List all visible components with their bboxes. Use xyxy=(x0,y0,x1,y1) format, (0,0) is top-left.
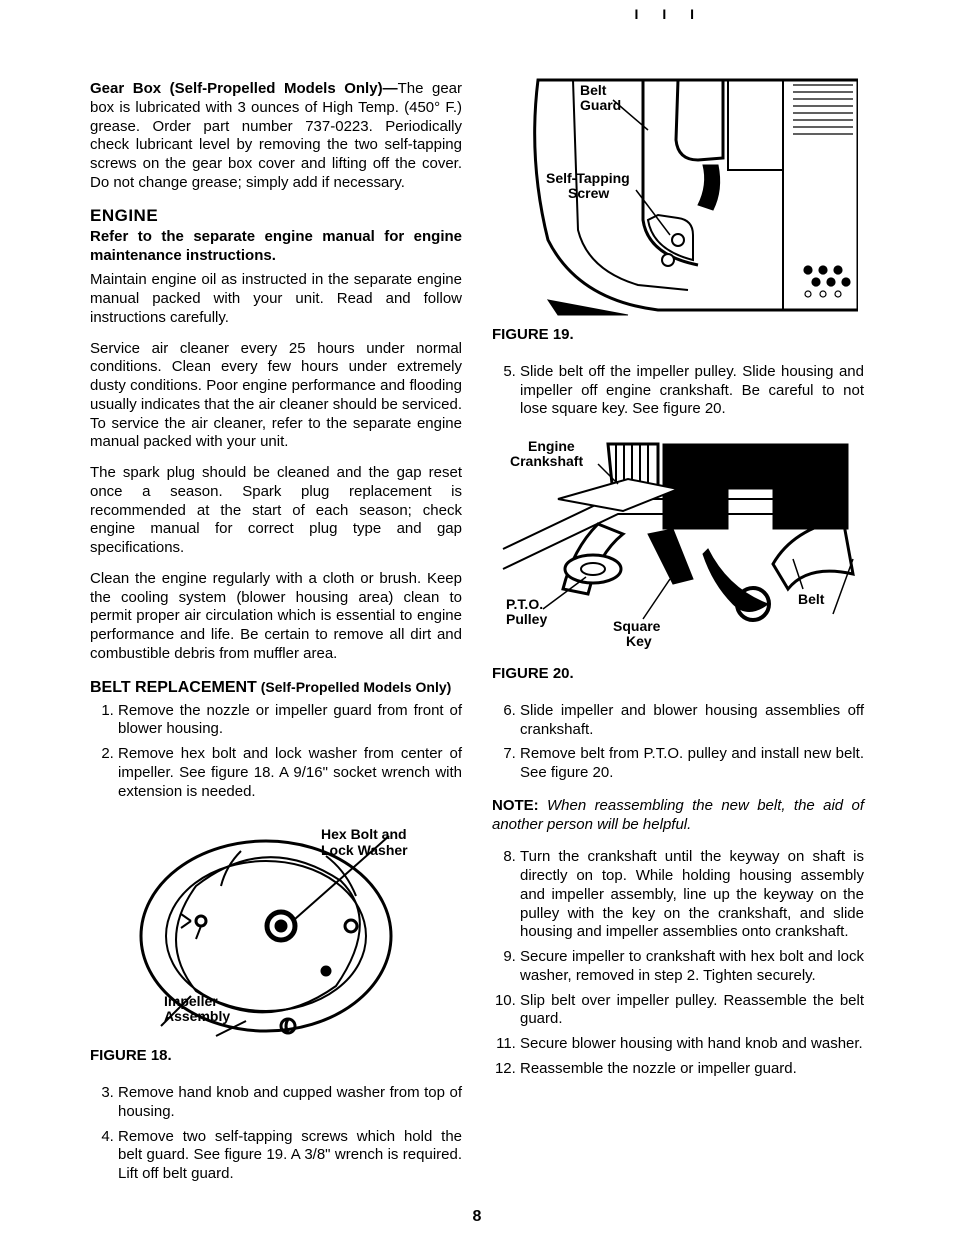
svg-text:Square: Square xyxy=(613,618,661,634)
step-3: Remove hand knob and cupped washer from … xyxy=(118,1084,462,1122)
step-7: Remove belt from P.T.O. pulley and insta… xyxy=(520,745,864,783)
belt-steps-3-4: Remove hand knob and cupped washer from … xyxy=(90,1084,462,1184)
two-column-layout: Gear Box (Self-Propelled Models Only)— Th… xyxy=(90,80,864,1194)
step-6: Slide impeller and blower housing assemb… xyxy=(520,702,864,740)
svg-text:Engine: Engine xyxy=(528,438,575,454)
engine-heading: ENGINE xyxy=(90,205,462,226)
svg-text:Lock Washer: Lock Washer xyxy=(321,842,408,858)
belt-title-suffix: (Self-Propelled Models Only) xyxy=(257,679,451,695)
svg-text:Self-Tapping: Self-Tapping xyxy=(546,170,630,186)
belt-step-5: Slide belt off the impeller pulley. Slid… xyxy=(492,363,864,419)
svg-text:Impeller: Impeller xyxy=(164,993,218,1009)
belt-steps-1-2: Remove the nozzle or impeller guard from… xyxy=(90,702,462,802)
engine-subhead: Refer to the separate engine manual for … xyxy=(90,228,462,266)
step-4: Remove two self-tapping screws which hol… xyxy=(118,1128,462,1184)
right-column: Belt Guard Self-Tapping Screw FIGURE 19.… xyxy=(492,80,864,1194)
figure-18: Hex Bolt and Lock Washer Impeller Assemb… xyxy=(126,811,426,1041)
left-column: Gear Box (Self-Propelled Models Only)— Th… xyxy=(90,80,462,1194)
note-body: When reassembling the new belt, the aid … xyxy=(492,797,864,833)
svg-text:Belt: Belt xyxy=(580,82,607,98)
step-11: Secure blower housing with hand knob and… xyxy=(520,1035,864,1054)
svg-text:Key: Key xyxy=(626,633,652,649)
note: NOTE: When reassembling the new belt, th… xyxy=(492,797,864,835)
svg-text:Pulley: Pulley xyxy=(506,611,547,627)
gearbox-paragraph: Gear Box (Self-Propelled Models Only)—Th… xyxy=(90,80,462,193)
step-5: Slide belt off the impeller pulley. Slid… xyxy=(520,363,864,419)
note-lead: NOTE: xyxy=(492,797,539,814)
svg-text:P.T.O.: P.T.O. xyxy=(506,596,543,612)
step-10: Slip belt over impeller pulley. Reassemb… xyxy=(520,992,864,1030)
svg-text:Crankshaft: Crankshaft xyxy=(510,453,583,469)
page-number: 8 xyxy=(0,1208,954,1226)
belt-steps-6-7: Slide impeller and blower housing assemb… xyxy=(492,702,864,783)
belt-title: BELT REPLACEMENT xyxy=(90,679,257,696)
figure-19-caption: FIGURE 19. xyxy=(492,326,864,345)
step-8: Turn the crankshaft until the keyway on … xyxy=(520,848,864,942)
svg-text:Assembly: Assembly xyxy=(164,1008,230,1024)
svg-text:Screw: Screw xyxy=(568,185,609,201)
belt-heading: BELT REPLACEMENT (Self-Propelled Models … xyxy=(90,678,462,698)
step-2: Remove hex bolt and lock washer from cen… xyxy=(118,745,462,801)
step-1: Remove the nozzle or impeller guard from… xyxy=(118,702,462,740)
engine-p4: Clean the engine regularly with a cloth … xyxy=(90,570,462,664)
step-12: Reassemble the nozzle or impeller guard. xyxy=(520,1060,864,1079)
engine-p2: Service air cleaner every 25 hours under… xyxy=(90,340,462,453)
gearbox-lead: Gear Box (Self-Propelled Models Only)— xyxy=(90,80,398,97)
svg-text:Hex Bolt and: Hex Bolt and xyxy=(321,826,407,842)
figure-20: Engine Crankshaft P.T.O. Pulley Square K… xyxy=(498,429,858,659)
figure-18-caption: FIGURE 18. xyxy=(90,1047,462,1066)
scan-marks: I I I xyxy=(635,6,704,22)
svg-text:Belt: Belt xyxy=(798,591,825,607)
svg-text:Guard: Guard xyxy=(580,97,621,113)
figure-20-caption: FIGURE 20. xyxy=(492,665,864,684)
engine-p1: Maintain engine oil as instructed in the… xyxy=(90,271,462,327)
page: I I I Gear Box (Self-Propelled Models On… xyxy=(0,0,954,1246)
step-9: Secure impeller to crankshaft with hex b… xyxy=(520,948,864,986)
figure-19: Belt Guard Self-Tapping Screw xyxy=(498,70,858,320)
belt-steps-8-12: Turn the crankshaft until the keyway on … xyxy=(492,848,864,1078)
engine-p3: The spark plug should be cleaned and the… xyxy=(90,464,462,558)
